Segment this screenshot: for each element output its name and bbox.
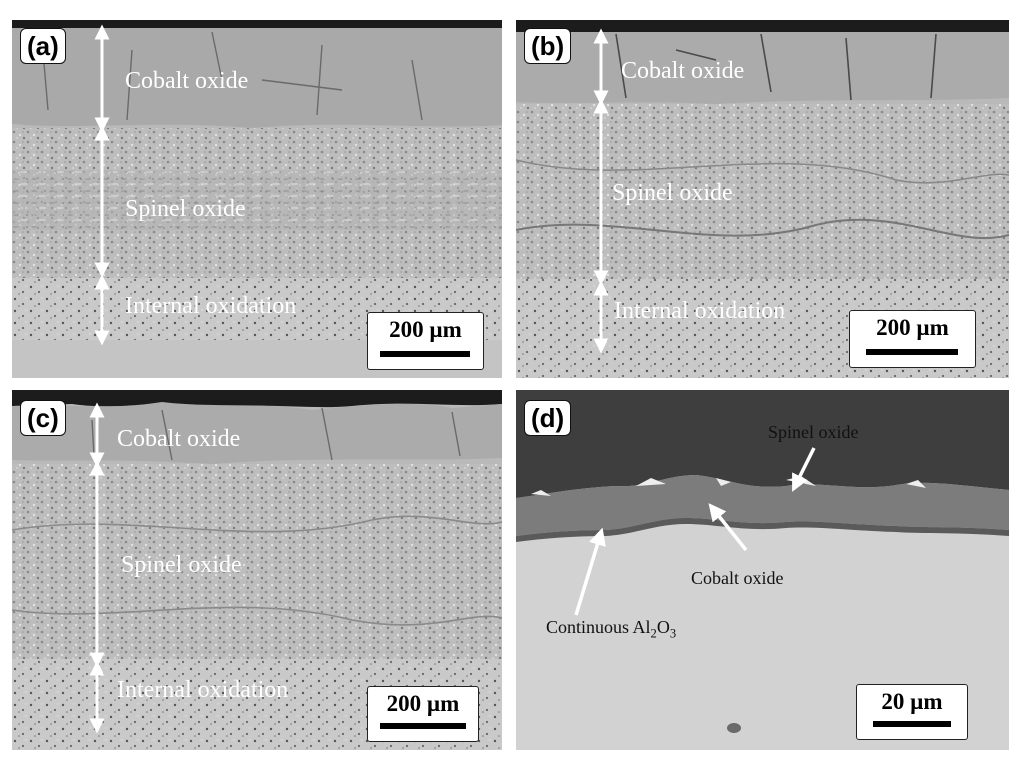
layer-arrows [593,28,609,354]
scale-bar [873,721,951,727]
label-spinel-oxide: Spinel oxide [121,552,242,578]
scale-label: 200 µm [876,315,949,340]
scale-bar-box: 200 µm [367,312,484,370]
scale-label: 200 µm [386,691,460,716]
label-spinel-oxide: Spinel oxide [768,422,859,442]
scale-bar [866,349,958,355]
panel-tag: (c) [20,400,66,436]
panel-d: (d) Spinel oxide Cobalt oxide Continuous… [516,390,1009,750]
scale-label: 200 µm [389,317,462,342]
scale-bar [380,723,466,729]
label-continuous-al2o3: Continuous Al2O3 [546,617,677,641]
layer-arrows [89,402,105,734]
scale-label: 20 µm [881,689,943,714]
label-spinel-oxide: Spinel oxide [612,180,733,206]
label-cobalt-oxide: Cobalt oxide [117,426,241,452]
label-internal-oxidation: Internal oxidation [117,677,289,703]
label-cobalt-oxide: Cobalt oxide [621,58,745,84]
panel-c: (c) Cobalt oxide Spinel oxide Internal o… [12,390,502,750]
label-cobalt-oxide: Cobalt oxide [691,568,784,588]
panel-tag: (a) [20,28,66,64]
panel-tag: (d) [524,400,572,436]
label-spinel-oxide: Spinel oxide [125,196,246,222]
annotation-arrows [574,447,816,616]
layer-arrows [94,24,110,346]
scale-bar [380,351,470,357]
micrograph-a [12,20,502,378]
label-internal-oxidation: Internal oxidation [125,293,297,319]
panel-tag: (b) [524,28,572,64]
scale-bar-box: 200 µm [849,310,976,368]
scale-bar-box: 200 µm [367,686,479,742]
label-internal-oxidation: Internal oxidation [614,298,786,324]
panel-a: (a) Cobalt oxide Spinel oxide Internal o… [12,20,502,378]
label-cobalt-oxide: Cobalt oxide [125,68,249,94]
scale-bar-box: 20 µm [856,684,968,740]
micrograph-d [516,390,1009,750]
panel-b: (b) Cobalt oxide Spinel oxide Internal o… [516,20,1009,378]
